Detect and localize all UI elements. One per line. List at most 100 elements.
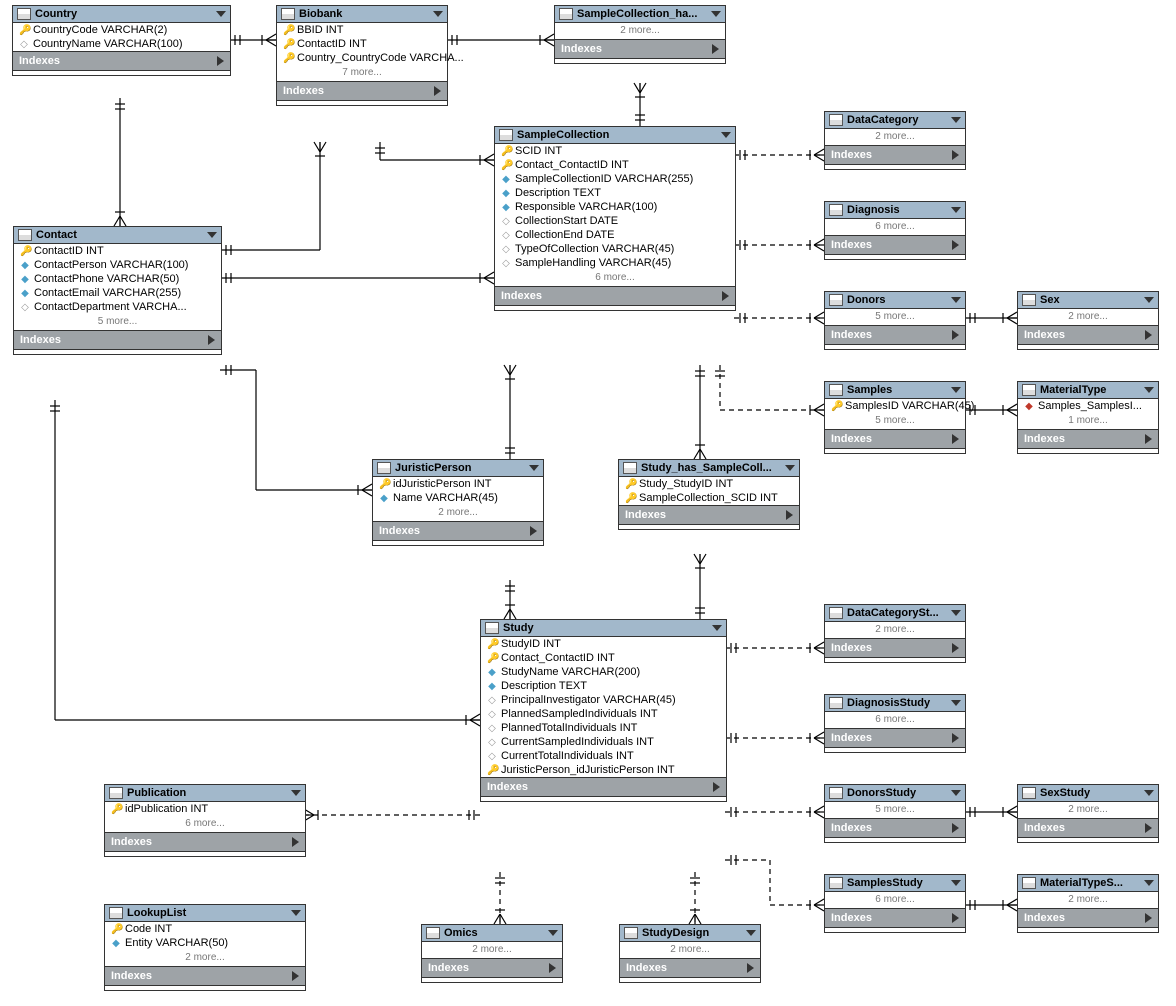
field-row[interactable]: ◆StudyName VARCHAR(200) — [481, 665, 726, 679]
chevron-down-icon[interactable] — [291, 790, 301, 796]
chevron-down-icon[interactable] — [951, 880, 961, 886]
entity-titlebar[interactable]: SamplesStudy — [825, 875, 965, 892]
entity-titlebar[interactable]: MaterialType — [1018, 382, 1158, 399]
field-row[interactable]: 🔑SampleCollection_SCID INT — [619, 491, 799, 505]
entity-materialtypestudy[interactable]: MaterialTypeS...2 more...Indexes — [1017, 874, 1159, 933]
field-row[interactable]: ◆Description TEXT — [495, 186, 735, 200]
chevron-right-icon[interactable] — [292, 837, 299, 847]
more-indicator[interactable]: 6 more... — [825, 892, 965, 908]
more-indicator[interactable]: 6 more... — [825, 219, 965, 235]
indexes-bar[interactable]: Indexes — [1018, 818, 1158, 838]
field-row[interactable]: 🔑idJuristicPerson INT — [373, 477, 543, 491]
field-row[interactable]: ◆ContactEmail VARCHAR(255) — [14, 286, 221, 300]
entity-titlebar[interactable]: Study — [481, 620, 726, 637]
field-row[interactable]: 🔑SamplesID VARCHAR(45) — [825, 399, 965, 413]
entity-titlebar[interactable]: LookupList — [105, 905, 305, 922]
indexes-bar[interactable]: Indexes — [825, 145, 965, 165]
entity-study_has_sc[interactable]: Study_has_SampleColl...🔑Study_StudyID IN… — [618, 459, 800, 530]
indexes-bar[interactable]: Indexes — [825, 638, 965, 658]
entity-titlebar[interactable]: JuristicPerson — [373, 460, 543, 477]
entity-sex[interactable]: Sex2 more...Indexes — [1017, 291, 1159, 350]
chevron-down-icon[interactable] — [951, 297, 961, 303]
field-row[interactable]: ◆Name VARCHAR(45) — [373, 491, 543, 505]
field-row[interactable]: 🔑CountryCode VARCHAR(2) — [13, 23, 230, 37]
more-indicator[interactable]: 6 more... — [495, 270, 735, 286]
more-indicator[interactable]: 2 more... — [1018, 892, 1158, 908]
field-row[interactable]: ◇CollectionEnd DATE — [495, 228, 735, 242]
entity-titlebar[interactable]: Samples — [825, 382, 965, 399]
entity-titlebar[interactable]: DonorsStudy — [825, 785, 965, 802]
more-indicator[interactable]: 2 more... — [422, 942, 562, 958]
indexes-bar[interactable]: Indexes — [422, 958, 562, 978]
chevron-right-icon[interactable] — [952, 823, 959, 833]
chevron-down-icon[interactable] — [721, 132, 731, 138]
chevron-right-icon[interactable] — [952, 913, 959, 923]
field-row[interactable]: ◇SampleHandling VARCHAR(45) — [495, 256, 735, 270]
entity-titlebar[interactable]: MaterialTypeS... — [1018, 875, 1158, 892]
field-row[interactable]: ◇CurrentSampledIndividuals INT — [481, 735, 726, 749]
chevron-down-icon[interactable] — [216, 11, 226, 17]
entity-country[interactable]: Country🔑CountryCode VARCHAR(2)◇CountryNa… — [12, 5, 231, 76]
more-indicator[interactable]: 2 more... — [1018, 309, 1158, 325]
entity-sc_has[interactable]: SampleCollection_ha...2 more...Indexes — [554, 5, 726, 64]
indexes-bar[interactable]: Indexes — [495, 286, 735, 306]
entity-diagnosisstudy[interactable]: DiagnosisStudy6 more...Indexes — [824, 694, 966, 753]
more-indicator[interactable]: 2 more... — [825, 622, 965, 638]
chevron-right-icon[interactable] — [713, 782, 720, 792]
field-row[interactable]: 🔑Study_StudyID INT — [619, 477, 799, 491]
indexes-bar[interactable]: Indexes — [555, 39, 725, 59]
chevron-down-icon[interactable] — [207, 232, 217, 238]
indexes-bar[interactable]: Indexes — [620, 958, 760, 978]
chevron-right-icon[interactable] — [786, 510, 793, 520]
chevron-right-icon[interactable] — [1145, 434, 1152, 444]
entity-datacategory[interactable]: DataCategory2 more...Indexes — [824, 111, 966, 170]
chevron-right-icon[interactable] — [1145, 913, 1152, 923]
entity-contact[interactable]: Contact🔑ContactID INT◆ContactPerson VARC… — [13, 226, 222, 355]
entity-titlebar[interactable]: Study_has_SampleColl... — [619, 460, 799, 477]
field-row[interactable]: 🔑JuristicPerson_idJuristicPerson INT — [481, 763, 726, 777]
field-row[interactable]: ◆SampleCollectionID VARCHAR(255) — [495, 172, 735, 186]
chevron-down-icon[interactable] — [548, 930, 558, 936]
field-row[interactable]: 🔑ContactID INT — [277, 37, 447, 51]
field-row[interactable]: 🔑Contact_ContactID INT — [495, 158, 735, 172]
chevron-right-icon[interactable] — [292, 971, 299, 981]
entity-titlebar[interactable]: Donors — [825, 292, 965, 309]
chevron-down-icon[interactable] — [1144, 880, 1154, 886]
chevron-right-icon[interactable] — [952, 240, 959, 250]
chevron-down-icon[interactable] — [711, 11, 721, 17]
more-indicator[interactable]: 6 more... — [105, 816, 305, 832]
chevron-right-icon[interactable] — [217, 56, 224, 66]
indexes-bar[interactable]: Indexes — [825, 429, 965, 449]
field-row[interactable]: ◇CountryName VARCHAR(100) — [13, 37, 230, 51]
chevron-down-icon[interactable] — [746, 930, 756, 936]
indexes-bar[interactable]: Indexes — [14, 330, 221, 350]
more-indicator[interactable]: 1 more... — [1018, 413, 1158, 429]
entity-studydesign[interactable]: StudyDesign2 more...Indexes — [619, 924, 761, 983]
chevron-right-icon[interactable] — [952, 733, 959, 743]
field-row[interactable]: 🔑idPublication INT — [105, 802, 305, 816]
field-row[interactable]: ◆Entity VARCHAR(50) — [105, 936, 305, 950]
more-indicator[interactable]: 2 more... — [620, 942, 760, 958]
chevron-right-icon[interactable] — [952, 330, 959, 340]
chevron-right-icon[interactable] — [747, 963, 754, 973]
entity-juristic[interactable]: JuristicPerson🔑idJuristicPerson INT◆Name… — [372, 459, 544, 546]
entity-study[interactable]: Study🔑StudyID INT🔑Contact_ContactID INT◆… — [480, 619, 727, 802]
more-indicator[interactable]: 5 more... — [825, 413, 965, 429]
entity-samples[interactable]: Samples🔑SamplesID VARCHAR(45)5 more...In… — [824, 381, 966, 454]
entity-publication[interactable]: Publication🔑idPublication INT6 more...In… — [104, 784, 306, 857]
entity-diagnosis[interactable]: Diagnosis6 more...Indexes — [824, 201, 966, 260]
more-indicator[interactable]: 5 more... — [825, 802, 965, 818]
field-row[interactable]: ◇CurrentTotalIndividuals INT — [481, 749, 726, 763]
indexes-bar[interactable]: Indexes — [825, 818, 965, 838]
entity-titlebar[interactable]: Contact — [14, 227, 221, 244]
entity-titlebar[interactable]: Country — [13, 6, 230, 23]
more-indicator[interactable]: 6 more... — [825, 712, 965, 728]
entity-lookuplist[interactable]: LookupList🔑Code INT◆Entity VARCHAR(50)2 … — [104, 904, 306, 991]
chevron-right-icon[interactable] — [952, 150, 959, 160]
chevron-down-icon[interactable] — [951, 790, 961, 796]
chevron-right-icon[interactable] — [1145, 330, 1152, 340]
entity-sexstudy[interactable]: SexStudy2 more...Indexes — [1017, 784, 1159, 843]
chevron-right-icon[interactable] — [549, 963, 556, 973]
chevron-right-icon[interactable] — [712, 44, 719, 54]
chevron-right-icon[interactable] — [1145, 823, 1152, 833]
